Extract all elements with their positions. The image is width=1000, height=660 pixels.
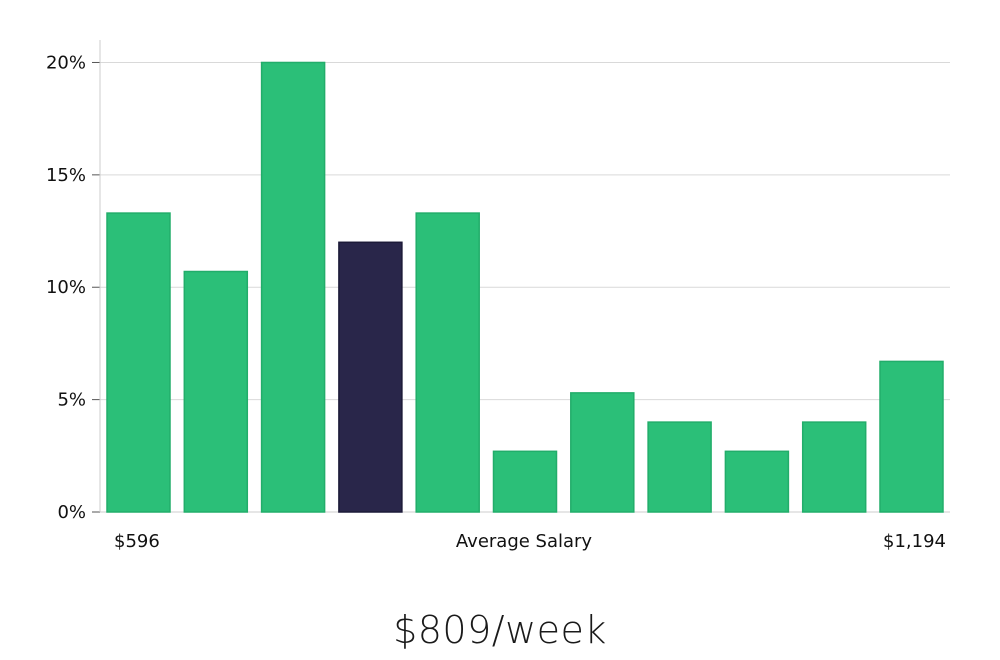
y-tick-label: 10% bbox=[46, 277, 86, 298]
bar bbox=[106, 212, 171, 513]
bar bbox=[801, 421, 867, 513]
bar bbox=[570, 392, 635, 513]
x-left-label: $596 bbox=[114, 531, 160, 552]
bar bbox=[647, 421, 712, 513]
bar bbox=[260, 61, 326, 513]
bar-highlighted bbox=[338, 241, 403, 513]
x-right-label: $1,194 bbox=[883, 531, 946, 552]
average-salary-value: $809/week bbox=[393, 608, 607, 652]
y-tick-label: 0% bbox=[57, 502, 86, 523]
bar bbox=[415, 212, 480, 513]
y-tick-labels: 0% 5% 10% 15% 20% bbox=[46, 52, 86, 523]
bar bbox=[183, 270, 249, 513]
y-tick-label: 20% bbox=[46, 52, 86, 73]
x-center-label: Average Salary bbox=[456, 531, 593, 552]
y-tick-label: 15% bbox=[46, 165, 86, 186]
bar bbox=[492, 450, 558, 513]
bar bbox=[724, 450, 790, 513]
bar bbox=[879, 360, 944, 513]
y-tick-label: 5% bbox=[57, 390, 86, 411]
bars bbox=[106, 61, 944, 513]
